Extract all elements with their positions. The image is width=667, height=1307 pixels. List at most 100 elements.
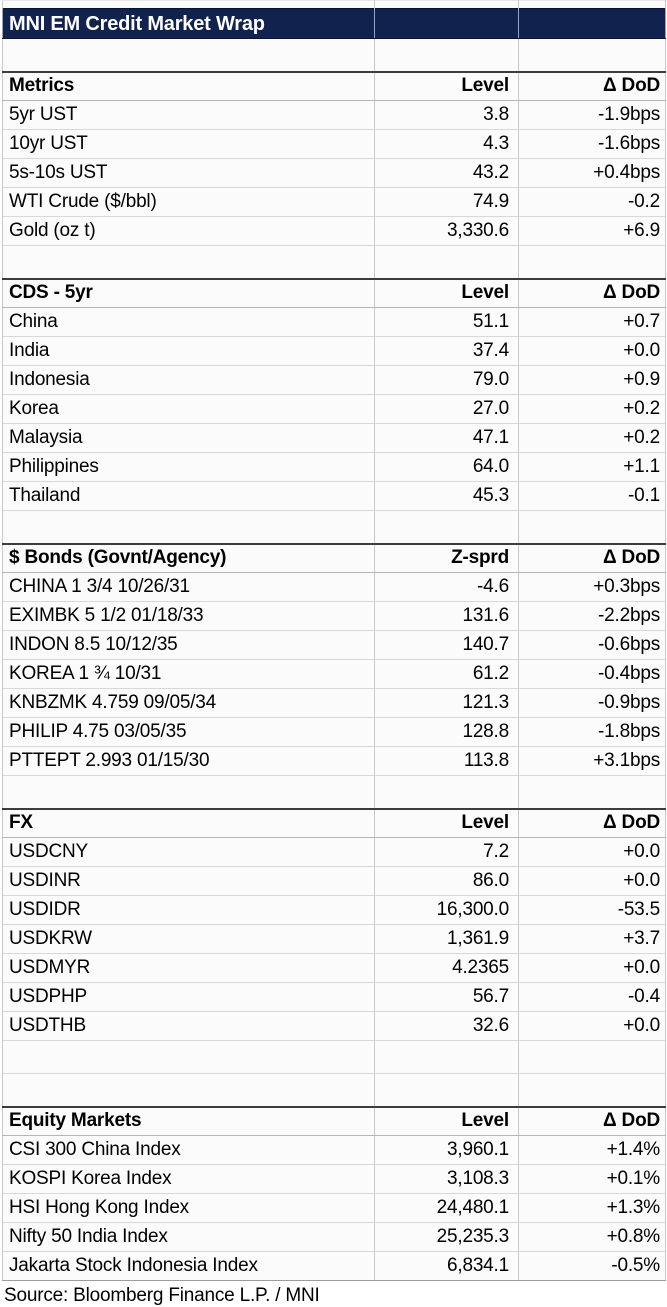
dod-value: -0.2 (518, 187, 666, 217)
table-row: USDTHB 32.6 +0.0 (2, 1011, 666, 1041)
table-row: CHINA 1 3/4 10/26/31 -4.6 +0.3bps (2, 572, 666, 602)
table-row: HSI Hong Kong Index 24,480.1 +1.3% (2, 1193, 666, 1223)
title-row: MNI EM Credit Market Wrap (2, 8, 666, 39)
table-row: Jakarta Stock Indonesia Index 6,834.1 -0.5… (2, 1251, 666, 1281)
row-label: PHILIP 4.75 03/05/35 (2, 717, 375, 747)
level-value: -4.6 (374, 572, 519, 602)
spacer-cell (518, 510, 666, 544)
row-label: Nifty 50 India Index (2, 1222, 375, 1252)
spacer-cell (374, 1040, 519, 1074)
spacer-row (2, 245, 666, 279)
level-value: 79.0 (374, 365, 519, 395)
dod-column-header: Δ DoD (518, 71, 666, 101)
level-value: 56.7 (374, 982, 519, 1012)
spacer-cell (374, 38, 519, 72)
row-label: HSI Hong Kong Index (2, 1193, 375, 1223)
dod-column-header: Δ DoD (518, 278, 666, 308)
level-value: 25,235.3 (374, 1222, 519, 1252)
dod-value: +0.2 (518, 394, 666, 424)
row-label: PTTEPT 2.993 01/15/30 (2, 746, 375, 776)
table-row: EXIMBK 5 1/2 01/18/33 131.6 -2.2bps (2, 601, 666, 631)
table-row: USDCNY 7.2 +0.0 (2, 837, 666, 867)
spacer-cell (374, 1073, 519, 1107)
section-title: Metrics (2, 71, 375, 101)
title-bar-cell (518, 8, 666, 39)
level-column-header: Level (374, 808, 519, 838)
table-row: China 51.1 +0.7 (2, 307, 666, 337)
dod-value: +1.4% (518, 1135, 666, 1165)
spacer-cell (2, 775, 375, 809)
dod-value: -0.1 (518, 481, 666, 511)
row-label: Korea (2, 394, 375, 424)
level-value: 1,361.9 (374, 924, 519, 954)
table-row: INDON 8.5 10/12/35 140.7 -0.6bps (2, 630, 666, 660)
stub-cell (374, 0, 519, 9)
section-header-row: CDS - 5yr Level Δ DoD (2, 278, 666, 308)
table-row: PTTEPT 2.993 01/15/30 113.8 +3.1bps (2, 746, 666, 776)
row-label: China (2, 307, 375, 337)
table-row: Nifty 50 India Index 25,235.3 +0.8% (2, 1222, 666, 1252)
level-column-header: Z-sprd (374, 543, 519, 573)
level-value: 45.3 (374, 481, 519, 511)
dod-value: +0.0 (518, 336, 666, 366)
level-value: 113.8 (374, 746, 519, 776)
dod-value: +0.3bps (518, 572, 666, 602)
spacer-row (2, 775, 666, 809)
level-value: 74.9 (374, 187, 519, 217)
table-row: Malaysia 47.1 +0.2 (2, 423, 666, 453)
spacer-row (2, 1073, 666, 1107)
dod-value: +6.9 (518, 216, 666, 246)
dod-value: +0.0 (518, 837, 666, 867)
dod-column-header: Δ DoD (518, 808, 666, 838)
dod-value: -1.9bps (518, 100, 666, 130)
row-label: USDKRW (2, 924, 375, 954)
table-row: KNBZMK 4.759 09/05/34 121.3 -0.9bps (2, 688, 666, 718)
level-value: 128.8 (374, 717, 519, 747)
level-value: 121.3 (374, 688, 519, 718)
dod-value: +3.1bps (518, 746, 666, 776)
dod-value: +0.9 (518, 365, 666, 395)
table-row: USDKRW 1,361.9 +3.7 (2, 924, 666, 954)
row-label: CHINA 1 3/4 10/26/31 (2, 572, 375, 602)
dod-value: -1.8bps (518, 717, 666, 747)
row-label: 10yr UST (2, 129, 375, 159)
dod-value: +0.8% (518, 1222, 666, 1252)
level-value: 37.4 (374, 336, 519, 366)
row-label: Malaysia (2, 423, 375, 453)
market-table: MNI EM Credit Market Wrap Metrics Level Δ … (2, 0, 666, 1281)
section-header-row: Equity Markets Level Δ DoD (2, 1106, 666, 1136)
section-header-row: $ Bonds (Govnt/Agency) Z-sprd Δ DoD (2, 543, 666, 573)
spacer-cell (374, 510, 519, 544)
report-title: MNI EM Credit Market Wrap (2, 8, 375, 39)
level-column-header: Level (374, 278, 519, 308)
level-value: 32.6 (374, 1011, 519, 1041)
dod-value: +0.1% (518, 1164, 666, 1194)
table-row: 5yr UST 3.8 -1.9bps (2, 100, 666, 130)
level-column-header: Level (374, 1106, 519, 1136)
title-bar-cell (374, 8, 519, 39)
section-header-row: Metrics Level Δ DoD (2, 71, 666, 101)
table-row: Gold (oz t) 3,330.6 +6.9 (2, 216, 666, 246)
section-title: $ Bonds (Govnt/Agency) (2, 543, 375, 573)
table-row: WTI Crude ($/bbl) 74.9 -0.2 (2, 187, 666, 217)
level-value: 3,330.6 (374, 216, 519, 246)
row-label: EXIMBK 5 1/2 01/18/33 (2, 601, 375, 631)
level-value: 6,834.1 (374, 1251, 519, 1281)
spacer-cell (518, 245, 666, 279)
table-row: 5s-10s UST 43.2 +0.4bps (2, 158, 666, 188)
table-row: PHILIP 4.75 03/05/35 128.8 -1.8bps (2, 717, 666, 747)
spacer-cell (374, 775, 519, 809)
dod-value: +0.0 (518, 866, 666, 896)
spacer-cell (2, 1073, 375, 1107)
level-value: 24,480.1 (374, 1193, 519, 1223)
row-label: WTI Crude ($/bbl) (2, 187, 375, 217)
row-label: USDIDR (2, 895, 375, 925)
spacer-cell (2, 1040, 375, 1074)
table-row: CSI 300 China Index 3,960.1 +1.4% (2, 1135, 666, 1165)
section-title: CDS - 5yr (2, 278, 375, 308)
dod-value: -0.4 (518, 982, 666, 1012)
level-value: 3.8 (374, 100, 519, 130)
level-value: 140.7 (374, 630, 519, 660)
spacer-row (2, 1040, 666, 1074)
dod-value: -0.5% (518, 1251, 666, 1281)
